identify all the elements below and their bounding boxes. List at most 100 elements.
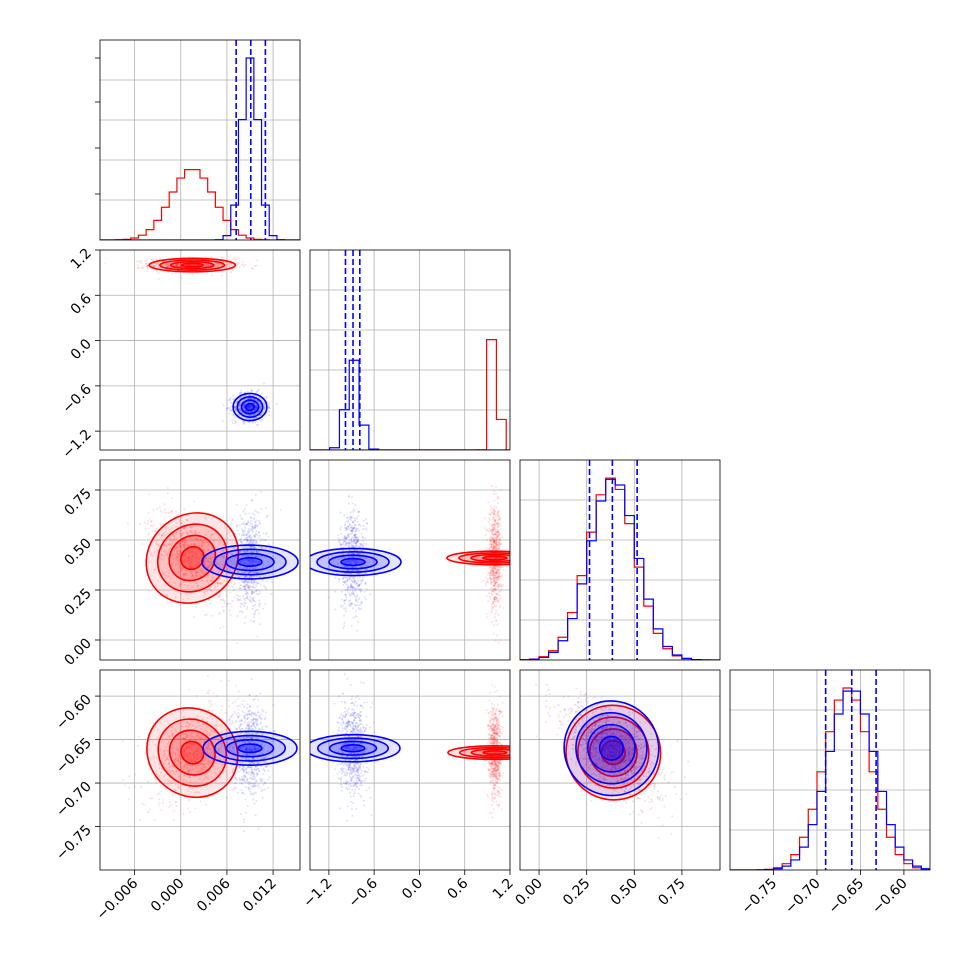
scatter-point bbox=[150, 524, 153, 527]
scatter-point bbox=[207, 566, 210, 569]
scatter-point bbox=[232, 413, 235, 416]
scatter-point bbox=[180, 569, 183, 572]
scatter-point bbox=[237, 697, 240, 700]
scatter-point bbox=[197, 562, 200, 565]
scatter-point bbox=[183, 527, 186, 530]
scatter-point bbox=[194, 543, 197, 546]
scatter-point bbox=[128, 775, 131, 778]
density-shade bbox=[245, 403, 255, 411]
scatter-point bbox=[253, 413, 256, 416]
scatter-point bbox=[185, 574, 188, 577]
scatter-point bbox=[252, 397, 255, 400]
scatter-point bbox=[167, 526, 170, 529]
scatter-point bbox=[255, 582, 258, 585]
scatter-point bbox=[204, 263, 207, 266]
scatter-point bbox=[238, 704, 241, 707]
scatter-point bbox=[184, 559, 187, 562]
scatter-point bbox=[174, 596, 177, 599]
scatter-point bbox=[337, 537, 340, 540]
scatter-point bbox=[208, 560, 211, 563]
scatter-point bbox=[255, 519, 258, 522]
scatter-point bbox=[249, 580, 252, 583]
scatter-point bbox=[246, 606, 249, 609]
scatter-point bbox=[486, 580, 489, 583]
scatter-point bbox=[486, 573, 489, 576]
scatter-point bbox=[243, 534, 246, 537]
scatter-point bbox=[217, 572, 220, 575]
scatter-point bbox=[224, 712, 227, 715]
scatter-point bbox=[156, 579, 159, 582]
scatter-point bbox=[207, 692, 210, 695]
scatter-point bbox=[237, 595, 240, 598]
scatter-point bbox=[246, 550, 249, 553]
scatter-point bbox=[258, 589, 261, 592]
scatter-point bbox=[246, 566, 249, 569]
scatter-point bbox=[495, 515, 498, 518]
scatter-point bbox=[241, 263, 244, 266]
scatter-point bbox=[218, 594, 221, 597]
scatter-point bbox=[134, 773, 137, 776]
scatter-point bbox=[203, 563, 206, 566]
histogram-series-red bbox=[730, 687, 930, 870]
scatter-point bbox=[170, 562, 173, 565]
scatter-point bbox=[206, 566, 209, 569]
scatter-point bbox=[194, 543, 197, 546]
scatter-point bbox=[251, 266, 254, 269]
scatter-point bbox=[249, 411, 252, 414]
scatter-point bbox=[144, 527, 147, 530]
scatter-point bbox=[251, 405, 254, 408]
scatter-point bbox=[357, 580, 360, 583]
scatter-point bbox=[222, 625, 225, 628]
scatter-point bbox=[202, 595, 205, 598]
scatter-point bbox=[166, 265, 169, 268]
scatter-point bbox=[358, 604, 361, 607]
scatter-point bbox=[496, 495, 499, 498]
scatter-point bbox=[243, 622, 246, 625]
scatter-point bbox=[223, 609, 226, 612]
scatter-point bbox=[154, 568, 157, 571]
scatter-point bbox=[268, 414, 271, 417]
scatter-point bbox=[350, 496, 353, 499]
scatter-point bbox=[253, 524, 256, 527]
scatter-point bbox=[205, 576, 208, 579]
scatter-point bbox=[248, 405, 251, 408]
scatter-point bbox=[195, 574, 198, 577]
p1-marginal-panel bbox=[100, 40, 300, 240]
scatter-point bbox=[195, 557, 198, 560]
scatter-point bbox=[159, 509, 162, 512]
scatter-point bbox=[245, 410, 248, 413]
scatter-point bbox=[365, 588, 368, 591]
scatter-point bbox=[211, 576, 214, 579]
scatter-point bbox=[363, 596, 366, 599]
scatter-point bbox=[499, 528, 502, 531]
scatter-point bbox=[195, 550, 198, 553]
scatter-point bbox=[348, 523, 351, 526]
scatter-point bbox=[244, 587, 247, 590]
scatter-point bbox=[230, 552, 233, 555]
scatter-point bbox=[238, 524, 241, 527]
scatter-point bbox=[256, 389, 259, 392]
scatter-point bbox=[176, 552, 179, 555]
scatter-point bbox=[190, 551, 193, 554]
scatter-point bbox=[347, 544, 350, 547]
scatter-point bbox=[134, 785, 137, 788]
scatter-point bbox=[137, 267, 140, 270]
scatter-point bbox=[139, 523, 142, 526]
scatter-point bbox=[174, 547, 177, 550]
scatter-point bbox=[258, 407, 261, 410]
scatter-point bbox=[238, 586, 241, 589]
histogram-series-blue bbox=[520, 478, 720, 660]
scatter-point bbox=[492, 539, 495, 542]
scatter-point bbox=[252, 410, 255, 413]
scatter-point bbox=[237, 599, 240, 602]
scatter-point bbox=[491, 572, 494, 575]
scatter-point bbox=[178, 532, 181, 535]
scatter-point bbox=[209, 564, 212, 567]
scatter-point bbox=[350, 624, 353, 627]
scatter-point bbox=[167, 549, 170, 552]
scatter-point bbox=[490, 608, 493, 611]
scatter-point bbox=[362, 542, 365, 545]
scatter-point bbox=[251, 529, 254, 532]
scatter-point bbox=[150, 264, 153, 267]
scatter-point bbox=[204, 256, 207, 259]
